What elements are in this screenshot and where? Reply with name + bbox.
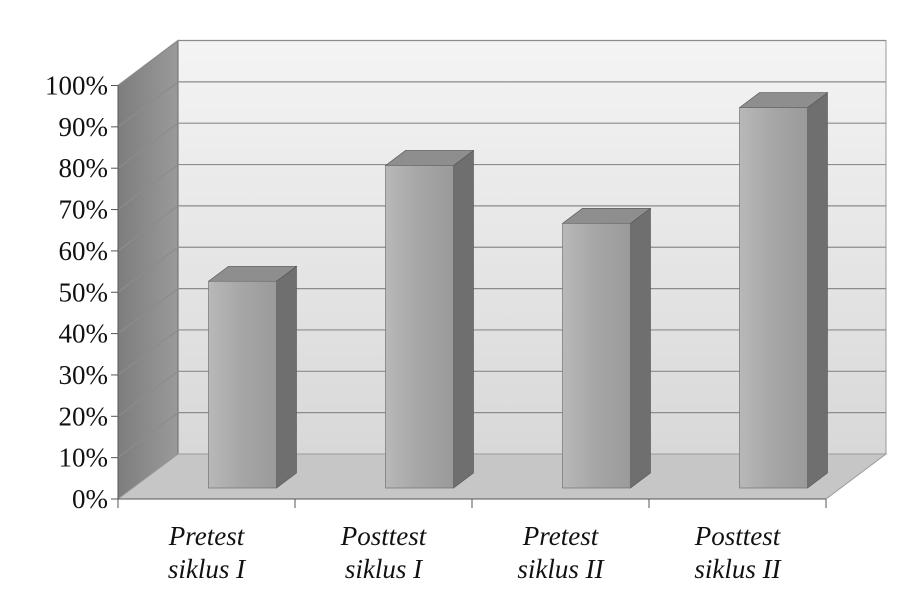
- bar-front: [385, 165, 454, 489]
- axes: [111, 85, 827, 508]
- x-tick-label: Pretest: [522, 521, 600, 551]
- y-tick-label: 40%: [59, 319, 109, 349]
- bar-side: [276, 265, 297, 489]
- y-tick-label: 20%: [59, 401, 109, 431]
- gridline: [117, 122, 886, 169]
- x-tick-label: siklus II: [694, 554, 782, 584]
- y-tick-label: 50%: [59, 277, 109, 307]
- gridline: [117, 205, 886, 252]
- y-tick-label: 80%: [59, 153, 109, 183]
- bar: [738, 91, 829, 489]
- x-tick-label: siklus I: [168, 554, 247, 584]
- bar-front: [739, 107, 808, 489]
- x-tick-label: Pretest: [168, 521, 246, 551]
- bar-front: [562, 223, 631, 489]
- bar: [561, 207, 652, 489]
- bar: [207, 265, 298, 489]
- bar-side: [453, 149, 474, 489]
- y-tick-label: 90%: [59, 112, 109, 142]
- x-tick-label: Posttest: [340, 521, 428, 551]
- y-axis-ticks: 0% 10% 20% 30% 40% 50% 60% 70% 80% 90% 100%: [45, 71, 108, 515]
- x-tick-label: siklus II: [517, 554, 605, 584]
- bar-front: [208, 280, 277, 489]
- bar: [384, 149, 475, 489]
- gridline: [117, 81, 886, 128]
- y-tick-label: 0%: [72, 484, 108, 514]
- y-tick-label: 30%: [59, 360, 109, 390]
- bar-side: [630, 207, 651, 489]
- y-tick-label: 100%: [45, 71, 108, 101]
- bar-side: [807, 91, 828, 489]
- x-tick-label: siklus I: [345, 554, 424, 584]
- gridline: [117, 39, 886, 86]
- y-tick-label: 10%: [59, 443, 109, 473]
- y-tick-label: 70%: [59, 195, 109, 225]
- gridline: [117, 163, 886, 211]
- bars: [207, 91, 829, 489]
- y-tick-label: 60%: [59, 236, 109, 266]
- x-tick-label: Posttest: [694, 521, 782, 551]
